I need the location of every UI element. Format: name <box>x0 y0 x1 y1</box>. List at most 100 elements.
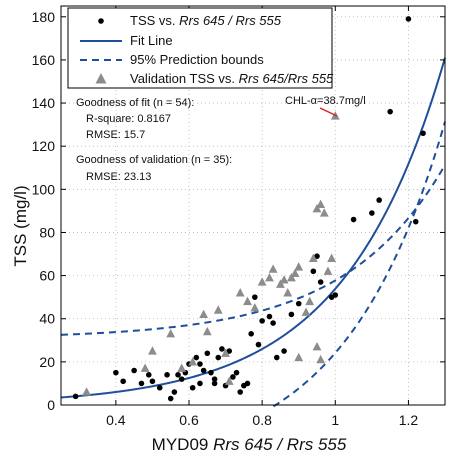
y-tick-label: 180 <box>32 9 56 25</box>
y-tick-label: 60 <box>39 268 55 284</box>
validation-point <box>323 266 333 275</box>
validation-point <box>319 208 329 217</box>
tss-point <box>273 354 280 361</box>
tss-point <box>164 372 170 378</box>
tss-point <box>387 108 393 115</box>
validation-point <box>312 203 322 213</box>
plot-frame <box>60 5 446 406</box>
tss-point <box>72 393 79 400</box>
legend-entry-fit: Fit Line <box>130 33 173 48</box>
tss-point <box>131 367 137 374</box>
validation-point <box>213 305 223 314</box>
y-tick-label: 40 <box>39 311 55 327</box>
validation-point <box>294 352 304 362</box>
tss-point <box>332 292 339 298</box>
tss-point <box>252 294 258 300</box>
legend-entry-validation: Validation TSS vs. Rrs 645/Rrs 555 <box>130 71 334 86</box>
rmse-fit-label: RMSE: 15.7 <box>86 129 145 141</box>
validation-point <box>224 376 234 385</box>
validation-point <box>243 296 252 306</box>
x-tick-label: 0.6 <box>179 412 199 428</box>
validation-point <box>140 363 150 372</box>
legend-triangle-icon <box>95 73 107 84</box>
y-axis-title: TSS (mg/l) <box>11 185 30 266</box>
validation-point <box>312 341 322 351</box>
validation-point <box>316 199 326 209</box>
tss-point <box>233 369 240 376</box>
upper-prediction-bound <box>60 164 446 336</box>
validation-point <box>199 309 209 319</box>
validation-point <box>82 387 91 396</box>
tss-point <box>211 376 218 382</box>
tss-point <box>120 378 126 385</box>
annotations: Goodness of fit (n = 54): R-square: 0.81… <box>76 95 366 183</box>
tss-point <box>175 372 181 378</box>
tss-point <box>189 384 196 391</box>
tss-point <box>270 320 276 326</box>
tss-point <box>156 384 163 391</box>
tss-point <box>248 331 254 337</box>
validation-title: Goodness of validation (n = 35): <box>76 154 232 166</box>
validation-point <box>283 288 293 297</box>
rsquare-label: R-square: 0.8167 <box>86 113 171 125</box>
chl-annotation: CHL-α=38.7mg/l <box>285 95 366 107</box>
validation-point <box>148 346 157 355</box>
x-tick-label: 0.4 <box>106 412 126 428</box>
x-tick-label: 1 <box>331 412 339 428</box>
y-tick-label: 140 <box>32 95 56 111</box>
tss-point <box>376 197 382 203</box>
tss-point <box>197 380 203 387</box>
legend: TSS vs. Rrs 645 / Rrs 555 Fit Line 95% P… <box>67 7 334 89</box>
tss-point <box>369 210 375 216</box>
tss-point <box>200 367 207 374</box>
validation-point <box>188 357 198 366</box>
tss-point <box>420 130 426 137</box>
fit-title: Goodness of fit (n = 54): <box>76 97 194 109</box>
tss-point <box>226 348 233 354</box>
validation-point <box>301 307 311 316</box>
y-tick-label: 160 <box>32 52 56 68</box>
validation-point <box>250 303 260 312</box>
validation-point <box>235 288 245 297</box>
tss-point <box>230 374 236 380</box>
y-tick-label: 100 <box>32 181 56 197</box>
legend-entry-tss: TSS vs. Rrs 645 / Rrs 555 <box>130 13 282 28</box>
tss-point <box>167 395 174 402</box>
data-points <box>72 16 426 402</box>
validation-point <box>279 275 289 284</box>
tss-point <box>215 354 222 361</box>
legend-dot-icon <box>98 18 104 24</box>
tss-point <box>310 268 317 275</box>
tss-point <box>288 311 295 318</box>
legend-entry-bounds: 95% Prediction bounds <box>130 52 264 67</box>
tss-point <box>149 378 156 385</box>
tss-point <box>244 380 251 387</box>
tss-point <box>193 354 200 361</box>
tss-point <box>317 279 324 285</box>
tss-point <box>171 389 178 395</box>
chl-arrow <box>319 107 338 117</box>
rmse-validation-label: RMSE: 23.13 <box>86 171 151 183</box>
validation-point <box>202 326 212 336</box>
tss-point <box>197 361 203 367</box>
x-tick-label: 0.8 <box>252 412 272 428</box>
lower-prediction-bound <box>272 121 446 408</box>
tss-point <box>405 16 412 22</box>
tss-point <box>208 369 214 376</box>
fit-line <box>60 57 446 399</box>
validation-point <box>177 363 187 372</box>
tss-point <box>412 218 419 225</box>
validation-point <box>166 329 176 338</box>
tss-point <box>211 380 218 387</box>
validation-point <box>276 279 285 288</box>
validation-point <box>308 253 318 262</box>
tss-point <box>113 369 119 376</box>
curves <box>60 57 446 408</box>
validation-point <box>316 354 326 364</box>
tss-point <box>237 389 243 395</box>
x-axis-title: MYD09 Rrs 645 / Rrs 555 <box>152 435 347 454</box>
plot-border <box>60 5 446 406</box>
tss-point <box>259 318 265 324</box>
y-tick-label: 80 <box>39 224 55 240</box>
